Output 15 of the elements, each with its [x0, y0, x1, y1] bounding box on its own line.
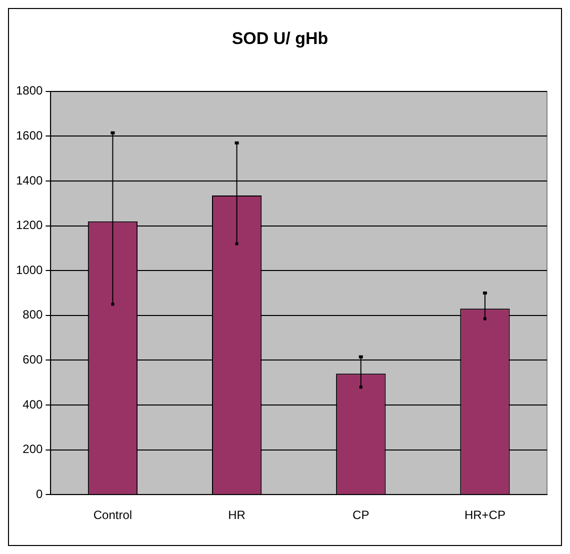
- y-tick-label: 200: [22, 442, 44, 456]
- x-tick-label: HR: [228, 508, 246, 522]
- x-tick-label: HR+CP: [464, 508, 506, 522]
- y-tick-label: 1000: [16, 262, 44, 277]
- y-tick-label: 600: [22, 352, 44, 367]
- chart-title: SOD U/ gHb: [232, 28, 328, 48]
- y-tick-label: 1200: [16, 218, 44, 232]
- y-tick-label: 1800: [16, 84, 44, 98]
- y-tick-label: 400: [22, 397, 44, 412]
- y-tick-label: 800: [22, 308, 44, 322]
- y-tick-label: 0: [36, 486, 44, 501]
- y-tick-label: 1400: [16, 173, 44, 188]
- x-tick-label: Control: [93, 508, 132, 522]
- y-tick-label: 1600: [16, 128, 44, 143]
- x-tick-label: CP: [352, 508, 370, 522]
